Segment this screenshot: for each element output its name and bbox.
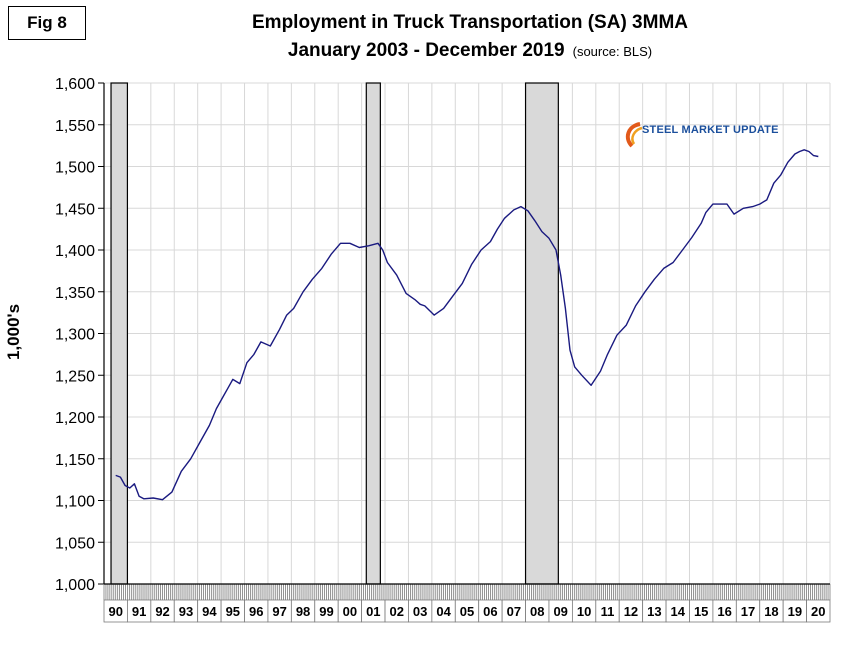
x-tick-label: 05 — [460, 604, 474, 619]
x-tick-label: 12 — [624, 604, 638, 619]
recession-bar — [524, 82, 559, 585]
recession-bar — [110, 82, 129, 585]
y-tick-label: 1,400 — [55, 243, 95, 260]
x-tick-label: 99 — [319, 604, 333, 619]
x-tick-label: 20 — [811, 604, 825, 619]
x-tick-label: 94 — [202, 604, 217, 619]
x-tick-label: 95 — [226, 604, 240, 619]
x-tick-cell — [806, 599, 831, 623]
x-tick-label: 96 — [249, 604, 263, 619]
logo-text-steel: STEEL — [642, 124, 682, 136]
x-tick-label: 92 — [155, 604, 169, 619]
x-tick-label: 19 — [788, 604, 802, 619]
x-tick-label: 14 — [671, 604, 686, 619]
chart-subtitle: January 2003 - December 2019 — [287, 40, 565, 61]
steel-market-update-logo: STEEL MARKET UPDATE — [620, 118, 778, 158]
x-tick-label: 01 — [366, 604, 380, 619]
y-tick-label: 1,300 — [55, 327, 95, 344]
y-tick-label: 1,600 — [55, 76, 95, 93]
series-line — [115, 149, 819, 501]
x-tick-label: 04 — [436, 604, 451, 619]
recession-bar — [365, 82, 381, 585]
y-tick-label: 1,550 — [55, 118, 95, 135]
y-tick-label: 1,150 — [55, 452, 95, 469]
x-tick-label: 98 — [296, 604, 310, 619]
y-tick-label: 1,450 — [55, 201, 95, 218]
logo-swoosh-icon — [625, 122, 643, 148]
x-tick-label: 18 — [764, 604, 778, 619]
x-tick-label: 90 — [108, 604, 122, 619]
x-tick-label: 15 — [694, 604, 708, 619]
y-tick-label: 1,250 — [55, 368, 95, 385]
figure-label: Fig 8 — [8, 6, 86, 40]
x-tick-label: 13 — [647, 604, 661, 619]
x-tick-label: 03 — [413, 604, 427, 619]
x-tick-label: 10 — [577, 604, 591, 619]
x-tick-label: 16 — [717, 604, 731, 619]
x-tick-label: 17 — [741, 604, 755, 619]
x-tick-label: 11 — [601, 604, 615, 619]
x-tick-label: 06 — [483, 604, 497, 619]
x-tick-label: 09 — [553, 604, 567, 619]
chart-source: (source: BLS) — [572, 44, 653, 59]
x-tick-label: 08 — [530, 604, 544, 619]
y-tick-label: 1,200 — [55, 410, 95, 427]
y-tick-label: 1,000 — [55, 577, 95, 594]
x-tick-label: 07 — [507, 604, 521, 619]
y-tick-label: 1,500 — [55, 160, 95, 177]
x-tick-label: 97 — [272, 604, 286, 619]
x-tick-label: 00 — [343, 604, 357, 619]
y-tick-label: 1,050 — [55, 535, 95, 552]
x-tick-label: 02 — [390, 604, 404, 619]
chart-subtitle-line: January 2003 - December 2019 (source: BLS… — [150, 40, 790, 62]
x-tick-label: 93 — [179, 604, 193, 619]
chart-title: Employment in Truck Transportation (SA) … — [252, 12, 688, 33]
logo-text: STEEL MARKET UPDATE — [642, 124, 779, 136]
y-tick-label: 1,100 — [55, 494, 95, 511]
x-tick-label: 91 — [132, 604, 146, 619]
logo-text-market-update: MARKET UPDATE — [681, 124, 779, 136]
y-tick-label: 1,350 — [55, 285, 95, 302]
